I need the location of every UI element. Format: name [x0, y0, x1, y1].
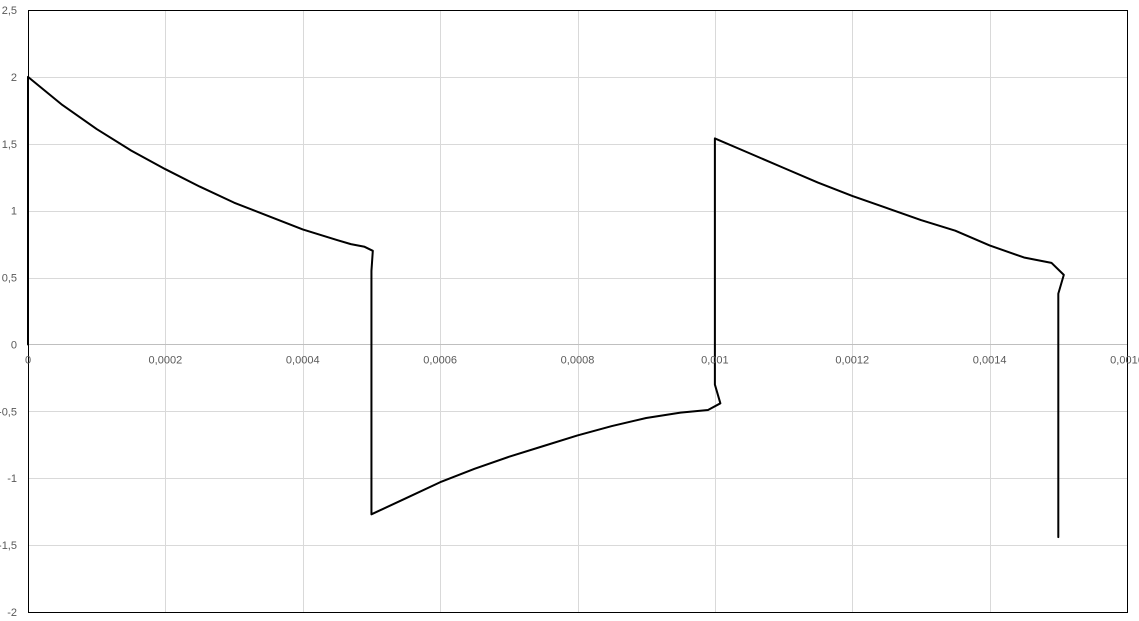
y-tick-label: 0,5: [2, 273, 17, 285]
x-tick-label: 0,0004: [286, 355, 320, 367]
y-tick-label: 1,5: [2, 139, 17, 151]
x-tick-label: 0,001: [701, 355, 729, 367]
series-line: [27, 75, 1065, 539]
y-tick-label: -0,5: [0, 406, 17, 418]
series-layer: [27, 75, 1065, 539]
y-tick-label: 1: [11, 206, 17, 218]
y-tick-label: -1: [7, 473, 17, 485]
x-tick-label: 0,0008: [561, 355, 595, 367]
x-tick-label: 0,0014: [973, 355, 1007, 367]
x-tick-label: 0: [25, 355, 31, 367]
x-tick-label: 0,0016: [1110, 355, 1139, 367]
axes: [28, 10, 1128, 613]
x-tick-label: 0,0006: [423, 355, 457, 367]
x-tick-label: 0,0002: [149, 355, 183, 367]
tick-labels: -2 -1,5 -1 -0,5 0 0,5 1 1,5 2 2,5 0 0,0002 0,0004 0,0…: [0, 5, 1139, 619]
y-tick-label: -1,5: [0, 540, 17, 552]
y-tick-label: 2: [11, 72, 17, 84]
y-tick-label: 0: [11, 339, 17, 351]
x-tick-label: 0,0012: [835, 355, 869, 367]
grid-lines: [28, 10, 1128, 613]
y-tick-label: 2,5: [2, 5, 17, 17]
y-tick-label: -2: [7, 607, 17, 619]
